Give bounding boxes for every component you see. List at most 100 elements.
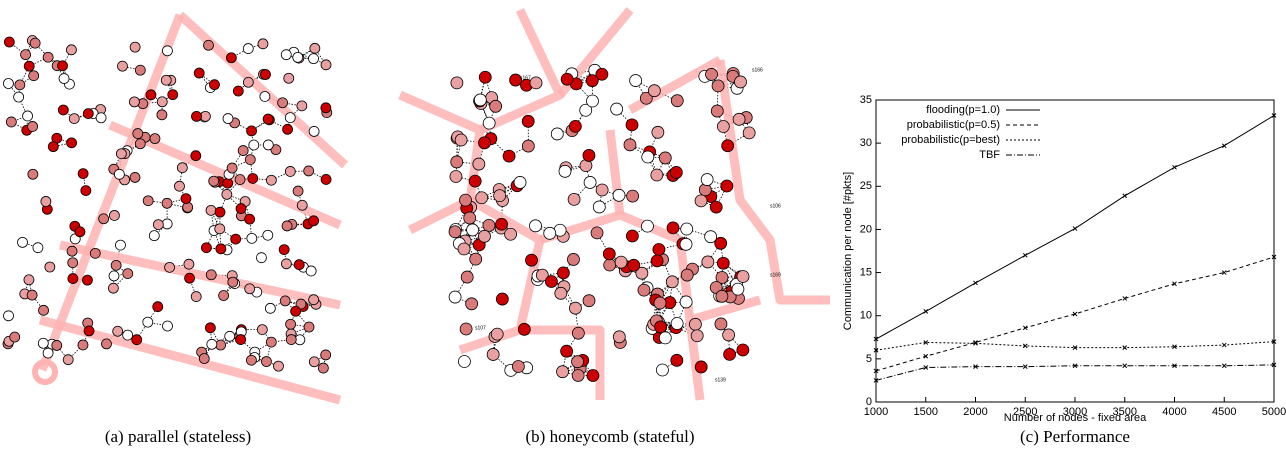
node [184,259,194,269]
node [458,356,470,368]
point [1023,253,1027,257]
x-axis-label: Number of nodes - fixed area [1004,412,1147,424]
node [233,86,243,96]
node-label: s169 [770,272,781,278]
node [67,246,77,256]
node [24,61,34,71]
node [671,95,683,107]
point [1173,165,1177,169]
node [659,152,671,164]
node [737,344,749,356]
node [286,319,296,329]
node [512,361,524,373]
node [162,198,172,208]
node [630,75,642,87]
node [281,50,291,60]
node [191,151,201,161]
node [263,114,273,124]
node [451,156,463,168]
point [1023,365,1027,369]
node [58,61,68,71]
node [149,231,159,241]
node [78,169,88,179]
node [470,253,482,265]
node [318,363,328,373]
node [743,127,755,139]
node [496,293,508,305]
y-tick-label: 15 [860,266,872,278]
source-marker [35,362,55,382]
node [695,361,707,373]
node [522,115,534,127]
node [689,318,701,330]
node [568,193,580,205]
node [321,174,331,184]
point [974,281,978,285]
node [286,335,296,345]
node [297,200,307,210]
node [161,75,171,85]
node [260,70,270,80]
node [285,166,295,176]
node [705,231,717,243]
node [191,292,201,302]
node [555,287,567,299]
node [117,61,127,71]
node [150,134,160,144]
node [243,44,253,54]
node [266,175,276,185]
node [451,77,463,89]
node [584,176,596,188]
node [544,227,556,239]
node [638,284,650,296]
node [109,210,119,220]
node [82,275,92,285]
route-arrow [610,130,620,215]
node [711,105,723,117]
node [280,296,290,306]
node [194,68,204,78]
node [24,275,34,285]
node [10,332,20,342]
node [460,323,472,335]
caption: (b) honeycomb (stateful) [526,427,695,446]
node [153,220,163,230]
node [90,248,100,258]
node [473,158,485,170]
node [604,259,616,271]
node [455,134,467,146]
y-tick-label: 35 [860,94,872,106]
node [514,176,526,188]
series-line [876,365,1274,381]
node [572,356,584,368]
node [732,283,744,295]
node [14,92,24,102]
node [174,181,184,191]
node [615,256,627,268]
node [181,194,191,204]
node [627,190,639,202]
series-line [876,116,1274,339]
node [135,65,145,75]
node [235,175,245,185]
node [652,126,664,138]
point [1073,227,1077,231]
node [659,332,671,344]
node [586,75,598,87]
node [41,196,51,206]
node [206,270,216,280]
node [223,178,233,188]
node [655,321,667,333]
node [69,114,79,124]
node [223,114,233,124]
node [569,120,581,132]
caption: (c) Performance [1020,427,1130,446]
node [157,97,167,107]
node [15,80,25,90]
node [78,340,88,350]
node [624,139,636,151]
node [496,218,508,230]
node [216,244,226,254]
node [4,37,14,47]
node [479,137,491,149]
